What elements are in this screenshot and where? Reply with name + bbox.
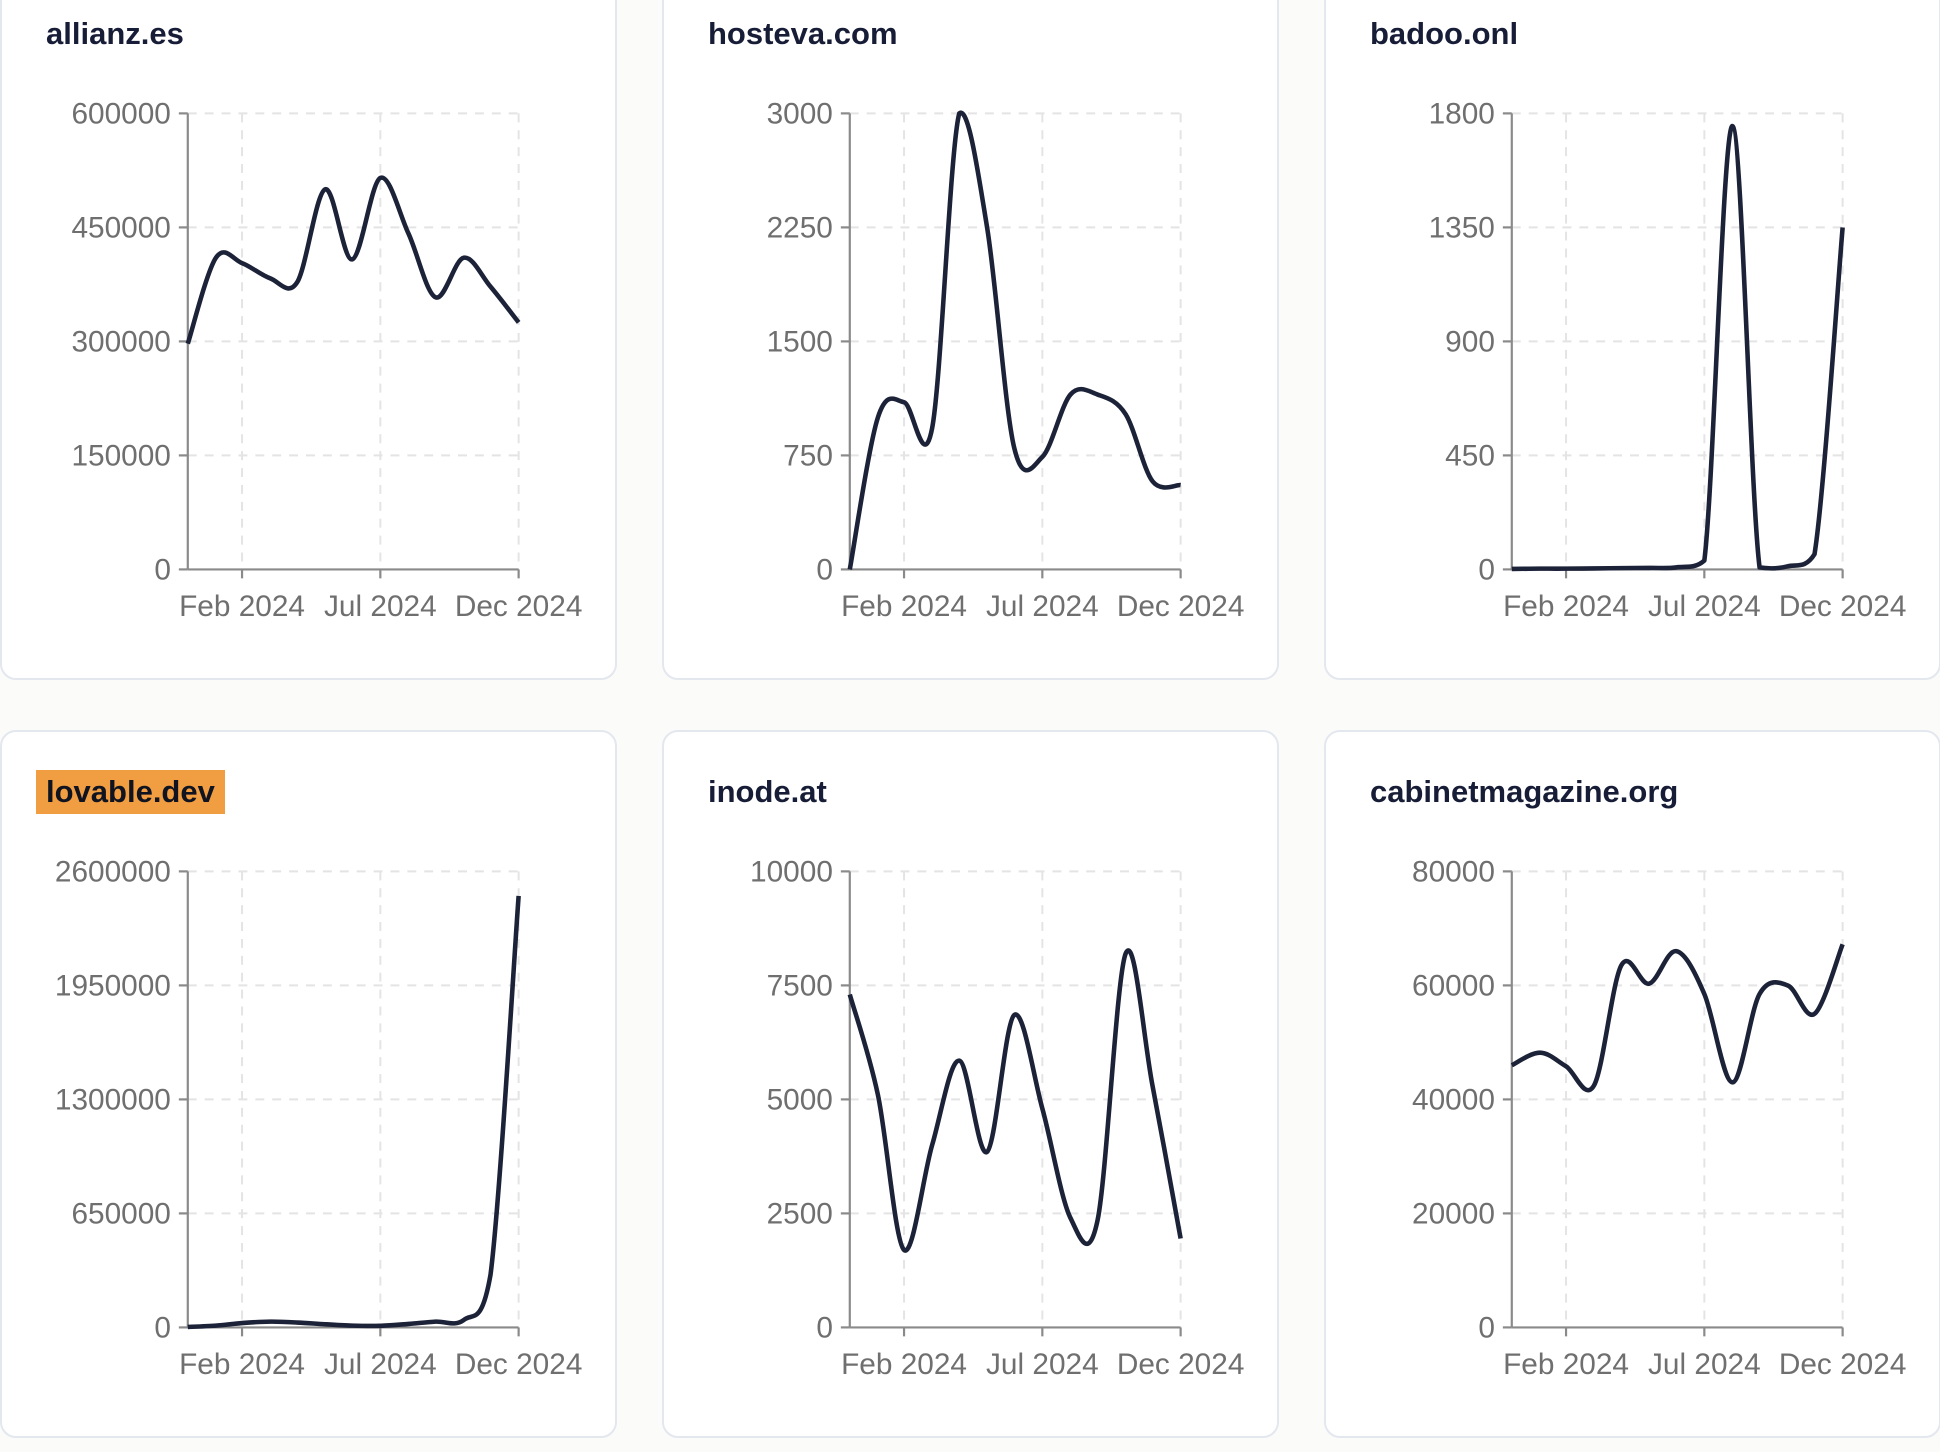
- line-chart-svg: 0 2500 5000 7500 10000 Feb 2024 Jul 2024 Dec 20…: [750, 855, 1245, 1381]
- svg-text:1800: 1800: [1429, 97, 1495, 130]
- svg-text:0: 0: [1478, 1311, 1495, 1344]
- svg-text:0: 0: [1478, 553, 1495, 586]
- svg-text:Jul 2024: Jul 2024: [1648, 1348, 1761, 1381]
- svg-text:7500: 7500: [767, 969, 833, 1002]
- line-chart-svg: 0 20000 40000 60000 80000 Feb 2024 Jul 2024 Dec…: [1412, 855, 1907, 1381]
- svg-text:40000: 40000: [1412, 1083, 1495, 1116]
- svg-text:20000: 20000: [1412, 1197, 1495, 1230]
- chart-title[interactable]: inode.at: [708, 774, 827, 810]
- svg-text:Jul 2024: Jul 2024: [1648, 590, 1761, 623]
- svg-text:Jul 2024: Jul 2024: [324, 1348, 437, 1381]
- domain-label[interactable]: allianz.es: [46, 16, 184, 51]
- svg-text:Feb 2024: Feb 2024: [841, 590, 967, 623]
- svg-text:600000: 600000: [71, 97, 170, 130]
- domain-label[interactable]: badoo.onl: [1370, 16, 1519, 51]
- chart-card: badoo.onl 0 450 900 1350 1800 Feb 2024 Jul 202…: [1324, 0, 1940, 680]
- svg-text:150000: 150000: [71, 439, 170, 472]
- line-chart-svg: 0 650000 1300000 1950000 2600000 Feb 2024 Jul …: [55, 855, 583, 1381]
- domain-label[interactable]: cabinetmagazine.org: [1370, 774, 1679, 809]
- chart-card: cabinetmagazine.org 0 20000 40000 60000 8000…: [1324, 730, 1940, 1438]
- chart-card: lovable.dev 0 650000 1300000 1950000 2600000…: [0, 730, 617, 1438]
- svg-text:Dec 2024: Dec 2024: [455, 1348, 583, 1381]
- svg-text:Dec 2024: Dec 2024: [1779, 1348, 1907, 1381]
- svg-text:300000: 300000: [71, 325, 170, 358]
- svg-text:0: 0: [816, 1311, 833, 1344]
- domain-label[interactable]: hosteva.com: [708, 16, 898, 51]
- svg-text:450: 450: [1445, 439, 1495, 472]
- svg-text:750: 750: [783, 439, 833, 472]
- svg-text:900: 900: [1445, 325, 1495, 358]
- line-chart-svg: 0 750 1500 2250 3000 Feb 2024 Jul 2024 Dec 2024: [767, 97, 1245, 623]
- svg-text:0: 0: [154, 1311, 171, 1344]
- line-chart-svg: 0 150000 300000 450000 600000 Feb 2024 Jul 202…: [71, 97, 583, 623]
- svg-text:Feb 2024: Feb 2024: [1503, 1348, 1629, 1381]
- svg-text:1950000: 1950000: [55, 969, 171, 1002]
- svg-text:Dec 2024: Dec 2024: [1779, 590, 1907, 623]
- svg-text:0: 0: [154, 553, 171, 586]
- svg-text:2600000: 2600000: [55, 855, 171, 888]
- svg-text:Feb 2024: Feb 2024: [179, 590, 305, 623]
- chart-title[interactable]: hosteva.com: [708, 16, 898, 52]
- svg-text:10000: 10000: [750, 855, 833, 888]
- svg-text:80000: 80000: [1412, 855, 1495, 888]
- svg-text:2500: 2500: [767, 1197, 833, 1230]
- svg-text:450000: 450000: [71, 211, 170, 244]
- svg-text:Feb 2024: Feb 2024: [841, 1348, 967, 1381]
- svg-text:Jul 2024: Jul 2024: [324, 590, 437, 623]
- chart-title[interactable]: allianz.es: [46, 16, 184, 52]
- svg-text:1350: 1350: [1429, 211, 1495, 244]
- svg-text:Dec 2024: Dec 2024: [1117, 1348, 1245, 1381]
- svg-text:Dec 2024: Dec 2024: [455, 590, 583, 623]
- svg-text:2250: 2250: [767, 211, 833, 244]
- svg-text:0: 0: [816, 553, 833, 586]
- svg-text:1300000: 1300000: [55, 1083, 171, 1116]
- svg-text:3000: 3000: [767, 97, 833, 130]
- svg-text:5000: 5000: [767, 1083, 833, 1116]
- chart-card: hosteva.com 0 750 1500 2250 3000 Feb 2024 Jul …: [662, 0, 1279, 680]
- svg-text:60000: 60000: [1412, 969, 1495, 1002]
- svg-text:Feb 2024: Feb 2024: [1503, 590, 1629, 623]
- domain-label[interactable]: inode.at: [708, 774, 827, 809]
- chart-title[interactable]: badoo.onl: [1370, 16, 1518, 52]
- svg-text:650000: 650000: [71, 1197, 170, 1230]
- domain-label-highlighted[interactable]: lovable.dev: [36, 770, 225, 814]
- line-chart-svg: 0 450 900 1350 1800 Feb 2024 Jul 2024 Dec 2024: [1429, 97, 1907, 623]
- chart-title[interactable]: cabinetmagazine.org: [1370, 774, 1678, 810]
- svg-text:Jul 2024: Jul 2024: [986, 590, 1099, 623]
- svg-text:1500: 1500: [767, 325, 833, 358]
- chart-card: inode.at 0 2500 5000 7500 10000 Feb 2024 Jul 2…: [662, 730, 1279, 1438]
- chart-title[interactable]: lovable.dev: [36, 770, 225, 814]
- chart-card: allianz.es 0 150000 300000 450000 600000 Feb …: [0, 0, 617, 680]
- svg-text:Jul 2024: Jul 2024: [986, 1348, 1099, 1381]
- svg-text:Feb 2024: Feb 2024: [179, 1348, 305, 1381]
- svg-text:Dec 2024: Dec 2024: [1117, 590, 1245, 623]
